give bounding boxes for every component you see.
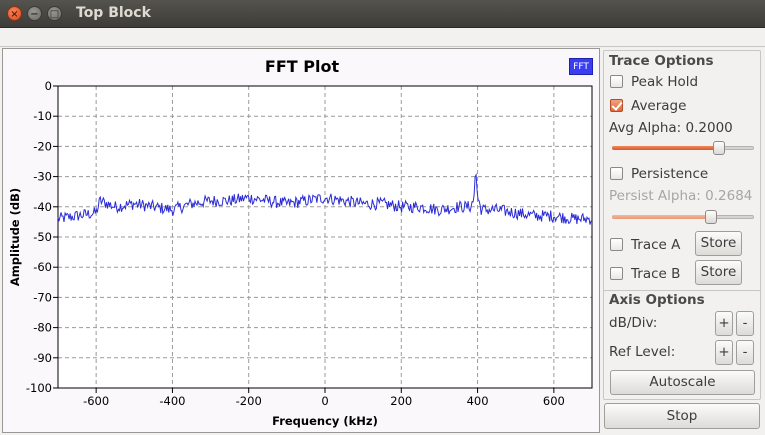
db-div-label: dB/Div: bbox=[609, 315, 658, 331]
x-tick-label: -200 bbox=[236, 394, 262, 408]
persistence-row[interactable]: Persistence bbox=[610, 166, 708, 182]
menu-bar bbox=[0, 28, 765, 47]
ref-level-minus-button[interactable]: - bbox=[736, 340, 754, 365]
window-title: Top Block bbox=[76, 5, 151, 21]
x-tick-label: -400 bbox=[159, 394, 185, 408]
y-tick-label: -80 bbox=[33, 321, 52, 335]
trace-a-row[interactable]: Trace A bbox=[610, 237, 680, 253]
y-axis-label: Amplitude (dB) bbox=[8, 188, 22, 286]
persistence-label: Persistence bbox=[631, 166, 709, 182]
y-tick-label: -90 bbox=[33, 351, 52, 365]
title-bar: × − □ Top Block bbox=[0, 0, 765, 28]
y-tick-label: -50 bbox=[33, 230, 52, 244]
x-tick-label: 0 bbox=[321, 394, 328, 408]
maximize-icon[interactable]: □ bbox=[47, 6, 62, 21]
x-tick-label: -600 bbox=[83, 394, 109, 408]
autoscale-button[interactable]: Autoscale bbox=[610, 370, 755, 395]
options-sidebar: Trace Options Peak Hold Average Avg Alph… bbox=[603, 48, 763, 435]
y-tick-label: -40 bbox=[33, 200, 52, 214]
y-tick-label: 0 bbox=[45, 79, 52, 93]
x-tick-label: 400 bbox=[467, 394, 489, 408]
average-label: Average bbox=[631, 98, 687, 114]
peak-hold-label: Peak Hold bbox=[631, 74, 699, 90]
x-tick-label: 600 bbox=[543, 394, 565, 408]
close-icon[interactable]: × bbox=[7, 6, 22, 21]
trace-a-store-button[interactable]: Store bbox=[695, 231, 742, 256]
stop-button[interactable]: Stop bbox=[604, 403, 760, 429]
legend-fft-badge[interactable]: FFT bbox=[569, 58, 593, 75]
trace-b-checkbox[interactable] bbox=[610, 267, 623, 280]
x-axis-label: Frequency (kHz) bbox=[272, 414, 378, 428]
trace-a-label: Trace A bbox=[631, 237, 681, 253]
y-tick-label: -10 bbox=[33, 109, 52, 123]
average-row[interactable]: Average bbox=[610, 98, 686, 114]
avg-alpha-slider-handle[interactable] bbox=[712, 141, 725, 155]
avg-alpha-slider[interactable] bbox=[612, 141, 754, 155]
persist-alpha-slider-handle[interactable] bbox=[705, 210, 718, 224]
axis-options-group: Axis Options dB/Div: + - Ref Level: + - … bbox=[603, 290, 761, 400]
trace-options-title: Trace Options bbox=[609, 53, 714, 69]
peak-hold-checkbox[interactable] bbox=[610, 75, 623, 88]
trace-b-row[interactable]: Trace B bbox=[610, 266, 680, 282]
ref-level-label: Ref Level: bbox=[609, 344, 676, 360]
peak-hold-row[interactable]: Peak Hold bbox=[610, 74, 698, 90]
ref-level-plus-button[interactable]: + bbox=[715, 340, 733, 365]
fft-plot-panel: 0 -10 -20 -30 -40 -50 -60 -70 -80 -90 -100 -600 -400… bbox=[2, 48, 600, 433]
axis-options-title: Axis Options bbox=[609, 292, 705, 308]
y-tick-label: -100 bbox=[26, 381, 52, 395]
minimize-icon[interactable]: − bbox=[27, 6, 42, 21]
trace-options-group: Trace Options Peak Hold Average Avg Alph… bbox=[603, 50, 761, 335]
trace-a-checkbox[interactable] bbox=[610, 238, 623, 251]
persistence-checkbox[interactable] bbox=[610, 167, 623, 180]
persist-alpha-label: Persist Alpha: 0.2684 bbox=[609, 188, 753, 204]
plot-frame bbox=[57, 85, 593, 389]
plot-title: FFT Plot bbox=[264, 57, 340, 76]
persist-alpha-slider[interactable] bbox=[612, 210, 754, 224]
y-tick-label: -60 bbox=[33, 260, 52, 274]
db-div-minus-button[interactable]: - bbox=[736, 311, 754, 336]
y-tick-label: -30 bbox=[33, 170, 52, 184]
y-tick-label: -20 bbox=[33, 139, 52, 153]
x-tick-label: 200 bbox=[390, 394, 412, 408]
average-checkbox[interactable] bbox=[610, 99, 623, 112]
fft-trace bbox=[57, 173, 592, 225]
db-div-plus-button[interactable]: + bbox=[715, 311, 733, 336]
avg-alpha-label: Avg Alpha: 0.2000 bbox=[609, 120, 733, 136]
y-tick-label: -70 bbox=[33, 290, 52, 304]
trace-b-store-button[interactable]: Store bbox=[695, 260, 742, 285]
fft-plot: 0 -10 -20 -30 -40 -50 -60 -70 -80 -90 -100 -600 -400… bbox=[8, 79, 593, 428]
trace-b-label: Trace B bbox=[631, 266, 681, 282]
